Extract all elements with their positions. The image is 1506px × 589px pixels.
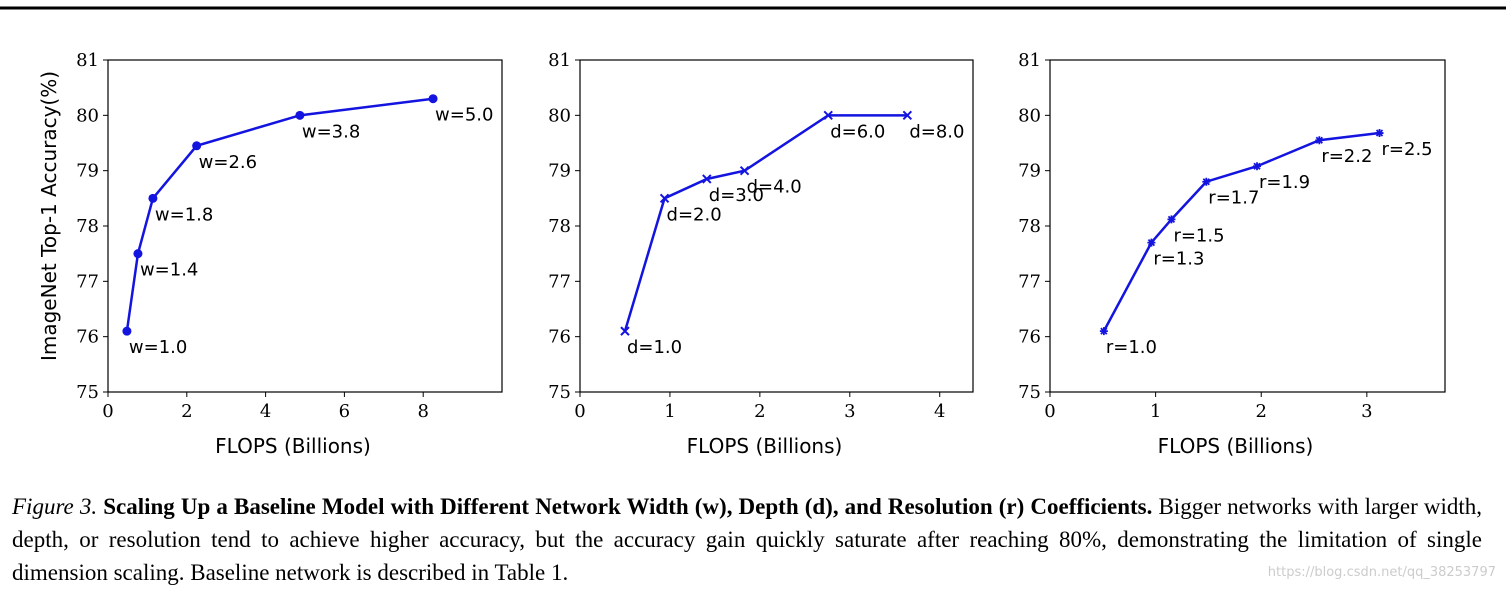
marker bbox=[823, 110, 833, 121]
y-tick-label: 77 bbox=[76, 271, 99, 292]
marker bbox=[122, 326, 132, 336]
y-tick-label: 79 bbox=[76, 161, 99, 182]
y-tick-label: 76 bbox=[1018, 327, 1041, 348]
point-label: d=6.0 bbox=[830, 121, 885, 142]
x-tick-label: 6 bbox=[339, 401, 350, 422]
x-axis-label: FLOPS (Billions) bbox=[1158, 434, 1314, 458]
marker bbox=[1375, 129, 1384, 138]
point-label: r=1.0 bbox=[1106, 337, 1157, 358]
marker bbox=[1099, 327, 1108, 336]
x-tick-label: 4 bbox=[934, 401, 945, 422]
y-tick-label: 77 bbox=[548, 271, 571, 292]
marker bbox=[133, 249, 143, 259]
y-tick-label: 81 bbox=[1018, 50, 1041, 71]
x-tick-label: 0 bbox=[102, 401, 113, 422]
point-label: w=2.6 bbox=[199, 152, 257, 173]
marker bbox=[620, 326, 630, 336]
marker bbox=[739, 165, 750, 176]
marker bbox=[659, 193, 670, 204]
x-tick-label: 2 bbox=[181, 401, 192, 422]
y-tick-label: 77 bbox=[1018, 271, 1041, 292]
x-axis-label: FLOPS (Billions) bbox=[687, 434, 843, 458]
x-tick-label: 0 bbox=[1044, 401, 1055, 422]
marker bbox=[1253, 162, 1262, 171]
y-tick-label: 80 bbox=[1018, 105, 1041, 126]
caption-body: Bigger networks with larger width, depth… bbox=[12, 494, 1483, 585]
marker bbox=[902, 110, 913, 121]
y-tick-label: 78 bbox=[1018, 216, 1041, 237]
x-axis-label: FLOPS (Billions) bbox=[215, 434, 371, 458]
marker bbox=[1202, 177, 1211, 186]
x-tick-label: 4 bbox=[260, 401, 271, 422]
y-axis-label: ImageNet Top-1 Accuracy(%) bbox=[37, 71, 61, 361]
point-label: r=1.9 bbox=[1259, 172, 1310, 193]
y-tick-label: 76 bbox=[76, 327, 99, 348]
caption: Figure 3. Scaling Up a Baseline Model wi… bbox=[12, 490, 1482, 589]
point-label: w=1.8 bbox=[155, 204, 213, 225]
point-label: d=4.0 bbox=[747, 177, 802, 198]
marker bbox=[702, 174, 712, 184]
point-label: r=2.5 bbox=[1382, 139, 1433, 160]
x-tick-label: 1 bbox=[664, 401, 675, 422]
y-tick-label: 81 bbox=[548, 50, 571, 71]
x-tick-label: 2 bbox=[1256, 401, 1267, 422]
line bbox=[125, 97, 434, 332]
x-tick-label: 2 bbox=[754, 401, 765, 422]
x-tick-label: 0 bbox=[574, 401, 585, 422]
y-tick-label: 79 bbox=[548, 161, 571, 182]
y-tick-label: 80 bbox=[76, 105, 99, 126]
point-label: w=1.4 bbox=[140, 260, 198, 281]
y-tick-label: 75 bbox=[548, 382, 571, 403]
x-tick-label: 3 bbox=[844, 401, 855, 422]
marker bbox=[148, 193, 158, 203]
point-label: d=1.0 bbox=[627, 337, 682, 358]
caption-label: Figure 3. bbox=[12, 494, 98, 519]
point-label: w=5.0 bbox=[435, 105, 493, 126]
point-label: r=1.7 bbox=[1208, 188, 1259, 209]
caption-title: Scaling Up a Baseline Model with Differe… bbox=[103, 494, 1153, 519]
point-label: d=2.0 bbox=[667, 204, 722, 225]
y-tick-label: 75 bbox=[76, 382, 99, 403]
point-label: w=3.8 bbox=[302, 121, 360, 142]
point-label: d=8.0 bbox=[909, 121, 964, 142]
watermark: https://blog.csdn.net/qq_38253797 bbox=[1267, 565, 1496, 580]
point-label: r=1.5 bbox=[1173, 225, 1224, 246]
y-tick-label: 80 bbox=[548, 105, 571, 126]
figure: 75 76 77 78 79 80 81 0 2 4 6 8 FLOPS (Billions) Image… bbox=[0, 6, 1506, 458]
marker bbox=[295, 110, 305, 120]
y-tick-label: 75 bbox=[1018, 382, 1041, 403]
line bbox=[623, 114, 908, 332]
marker bbox=[428, 94, 438, 104]
point-label: w=1.0 bbox=[129, 337, 187, 358]
marker bbox=[1147, 238, 1156, 247]
y-tick-label: 79 bbox=[1018, 161, 1041, 182]
point-label: r=1.3 bbox=[1153, 249, 1204, 270]
y-tick-label: 76 bbox=[548, 327, 571, 348]
marker bbox=[1167, 215, 1176, 224]
y-tick-label: 81 bbox=[76, 50, 99, 71]
y-tick-label: 78 bbox=[548, 216, 571, 237]
point-label: d=3.0 bbox=[709, 185, 764, 206]
y-tick-label: 78 bbox=[76, 216, 99, 237]
x-tick-label: 8 bbox=[417, 401, 428, 422]
marker bbox=[1315, 136, 1324, 145]
point-label: r=2.2 bbox=[1321, 146, 1372, 167]
x-tick-label: 1 bbox=[1150, 401, 1161, 422]
x-tick-label: 3 bbox=[1361, 401, 1372, 422]
marker bbox=[192, 141, 202, 151]
